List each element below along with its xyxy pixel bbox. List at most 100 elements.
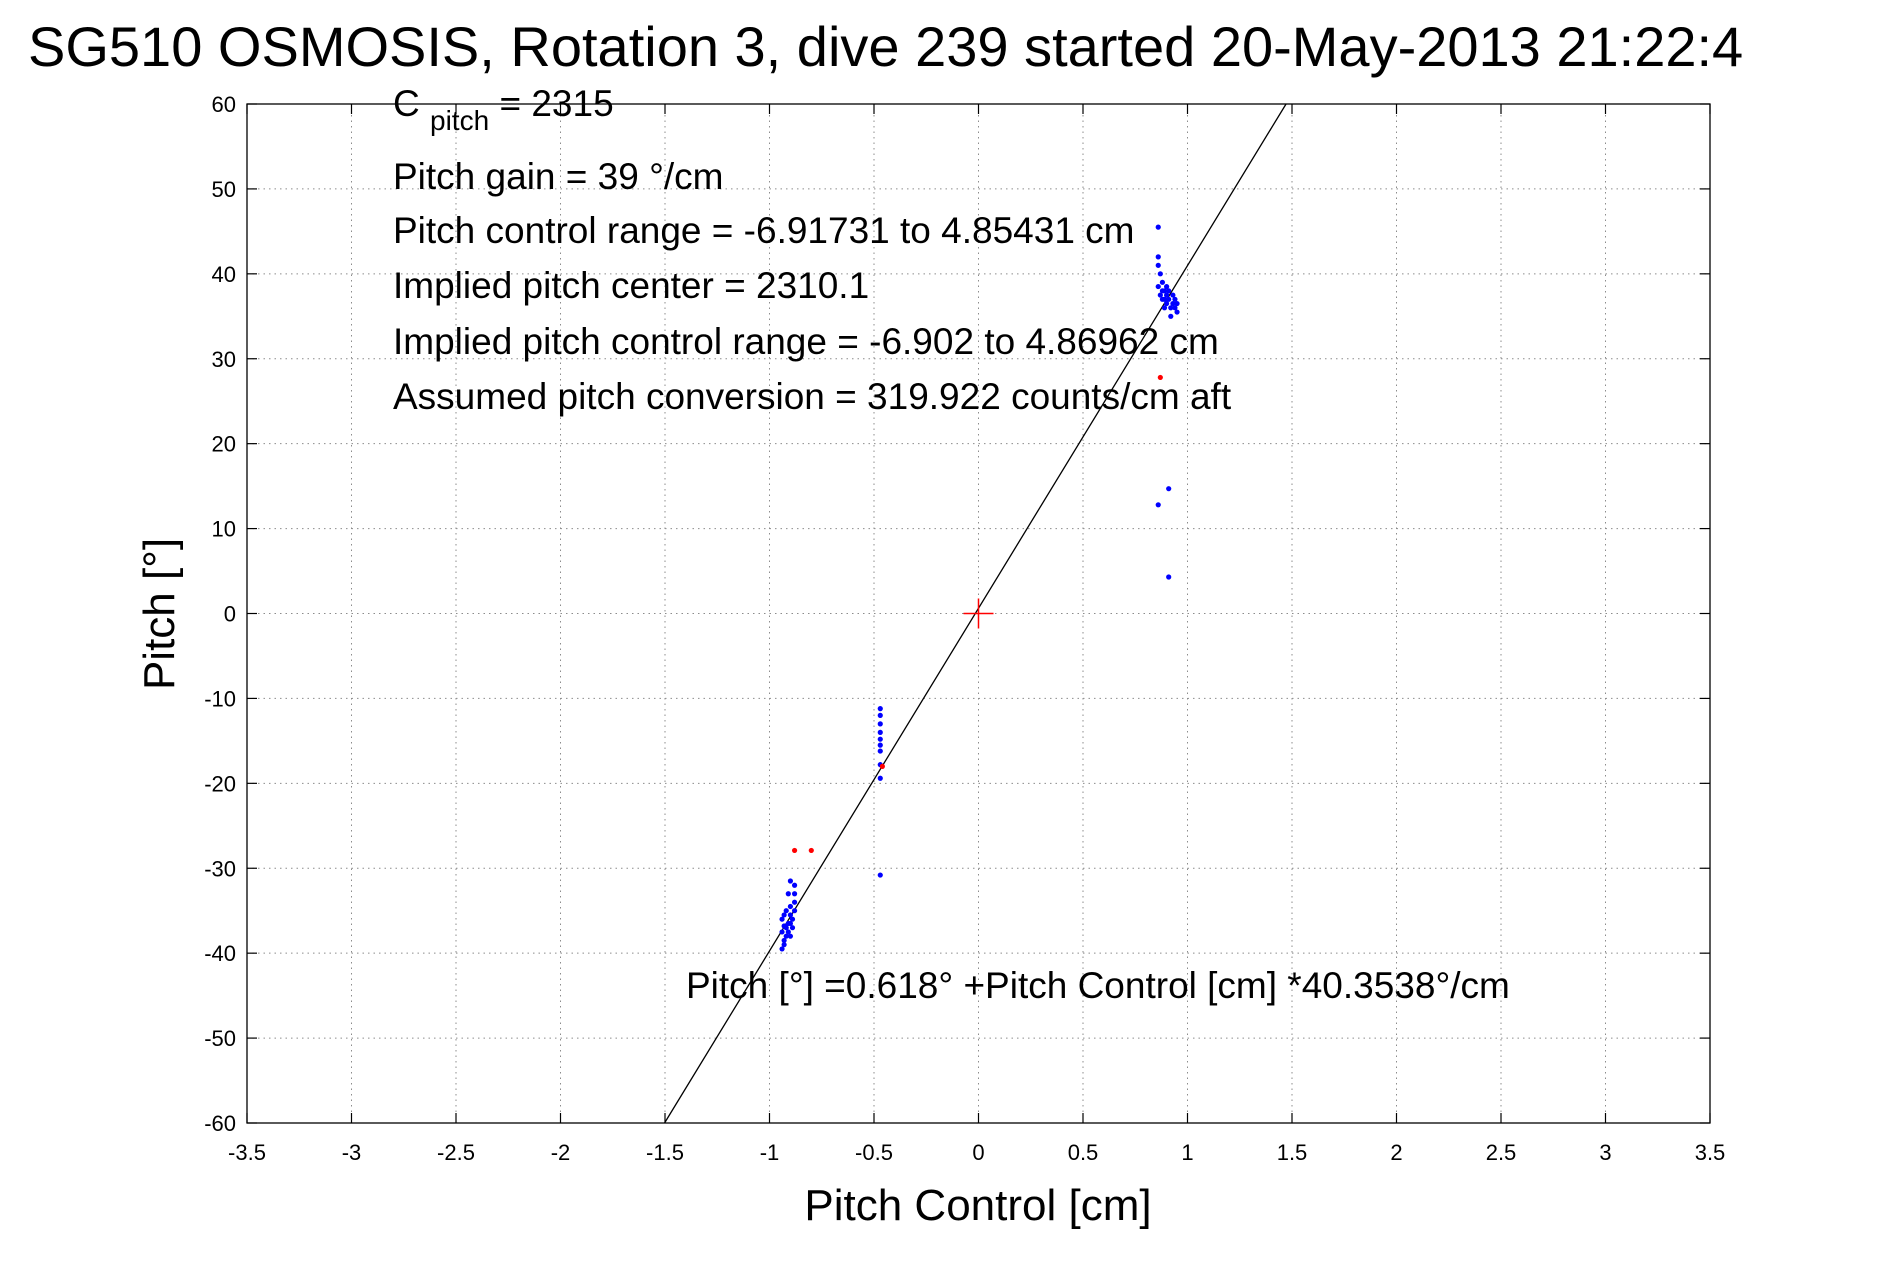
data-point-blue [1166, 574, 1172, 580]
data-point-blue [1174, 309, 1180, 315]
annotation-pitch-gain: Pitch gain = 39 °/cm [393, 156, 724, 197]
data-point-blue [1155, 502, 1161, 508]
annotation-cpitch-sub: pitch [430, 105, 489, 136]
data-point-blue [1155, 262, 1161, 268]
data-point-blue [1155, 224, 1161, 230]
data-points [779, 224, 1180, 952]
data-point-blue [877, 712, 883, 719]
axis-ticks [246, 103, 1711, 1124]
y-tick-label: 50 [212, 177, 236, 202]
data-point-blue [789, 916, 796, 922]
data-point-blue [877, 729, 883, 735]
data-point-blue [791, 891, 798, 897]
data-point-blue [1172, 305, 1178, 311]
x-tick-label: 0.5 [1068, 1140, 1099, 1165]
annotation-cpitch-value: = 2315 [499, 83, 613, 124]
y-tick-label: 0 [224, 602, 236, 627]
data-point-blue [783, 933, 789, 939]
y-tick-label: -40 [204, 941, 236, 966]
annotation-control-range: Pitch control range = -6.91731 to 4.8543… [393, 210, 1135, 251]
data-point-blue [787, 933, 794, 939]
x-axis-label: Pitch Control [cm] [804, 1181, 1151, 1230]
x-tick-label: 3 [1599, 1140, 1611, 1165]
data-point-blue [781, 942, 787, 948]
data-point-blue [789, 925, 796, 931]
y-tick-label: 40 [212, 262, 236, 287]
data-point-blue [781, 912, 787, 918]
x-tick-label: -3.5 [228, 1140, 266, 1165]
data-point-blue [1170, 292, 1176, 298]
data-point-blue [779, 929, 785, 935]
data-point-blue [783, 908, 789, 914]
data-point-blue [1170, 300, 1176, 307]
data-point-blue [1166, 288, 1172, 294]
data-point-blue [1168, 305, 1174, 311]
data-point-red [808, 847, 814, 854]
data-point-blue [1159, 279, 1166, 285]
data-point-blue [1157, 292, 1163, 298]
x-tick-label: 2 [1390, 1140, 1402, 1165]
data-point-blue [877, 721, 883, 727]
data-point-red [1157, 374, 1163, 381]
x-tick-label: -2.5 [437, 1140, 475, 1165]
annotation-block: C pitch = 2315 Pitch gain = 39 °/cm Pitc… [393, 83, 1232, 417]
data-point-blue [791, 899, 798, 905]
x-tick-label: -1 [760, 1140, 780, 1165]
data-point-blue [877, 736, 883, 742]
y-tick-label: -50 [204, 1026, 236, 1051]
chart-title: SG510 OSMOSIS, Rotation 3, dive 239 star… [28, 15, 1743, 78]
annotation-fit-equation: Pitch [°] =0.618° +Pitch Control [cm] *4… [686, 965, 1510, 1006]
y-tick-label: 60 [212, 92, 236, 117]
data-point-red [879, 763, 885, 769]
data-point-blue [787, 903, 794, 910]
data-point-blue [877, 775, 883, 781]
x-tick-label: 2.5 [1486, 1140, 1517, 1165]
data-point-blue [787, 920, 794, 927]
x-tick-label: 0 [972, 1140, 984, 1165]
data-point-blue [1157, 271, 1163, 277]
x-tick-label: -1.5 [646, 1140, 684, 1165]
data-point-blue [787, 878, 794, 884]
annotation-cpitch: C pitch = 2315 [393, 83, 614, 138]
x-tick-label: 1.5 [1277, 1140, 1308, 1165]
data-point-blue [877, 742, 883, 748]
annotation-cpitch-main: C [393, 83, 420, 124]
x-tick-label: -2 [551, 1140, 571, 1165]
grid-lines [247, 104, 1710, 1123]
y-tick-label: -10 [204, 686, 236, 711]
y-tick-label: 30 [212, 347, 236, 372]
data-point-blue [1172, 296, 1178, 302]
y-tick-label: -20 [204, 771, 236, 796]
x-tick-label: -0.5 [855, 1140, 893, 1165]
data-point-blue [1166, 486, 1172, 492]
data-point-red [791, 847, 798, 854]
data-point-blue [1161, 305, 1168, 311]
center-marker-layer [963, 598, 994, 629]
x-tick-label: 3.5 [1695, 1140, 1726, 1165]
data-point-blue [1166, 296, 1172, 302]
data-point-blue [779, 916, 785, 922]
annotation-conversion: Assumed pitch conversion = 319.922 count… [393, 376, 1232, 417]
data-point-blue [1159, 288, 1166, 294]
data-point-blue [1155, 283, 1161, 290]
annotation-implied-center: Implied pitch center = 2310.1 [393, 265, 869, 306]
data-point-blue [1164, 300, 1170, 307]
data-point-blue [877, 748, 883, 754]
data-point-blue [1174, 300, 1180, 307]
y-axis-label: Pitch [°] [135, 538, 184, 690]
data-point-blue [779, 946, 785, 952]
data-point-blue [781, 923, 787, 929]
y-tick-label: -30 [204, 856, 236, 881]
annotation-implied-range: Implied pitch control range = -6.902 to … [393, 321, 1219, 362]
y-tick-label: 20 [212, 432, 236, 457]
y-tick-label: -60 [204, 1111, 236, 1136]
data-point-blue [785, 891, 791, 897]
data-point-blue [791, 908, 798, 914]
data-point-blue [781, 937, 787, 944]
data-point-blue [1164, 292, 1170, 298]
x-tick-label: -3 [342, 1140, 362, 1165]
data-point-blue [1155, 254, 1161, 260]
y-tick-labels: 60 50 40 30 20 10 0 -10 -20 -30 -40 -50 -60 [204, 92, 236, 1136]
